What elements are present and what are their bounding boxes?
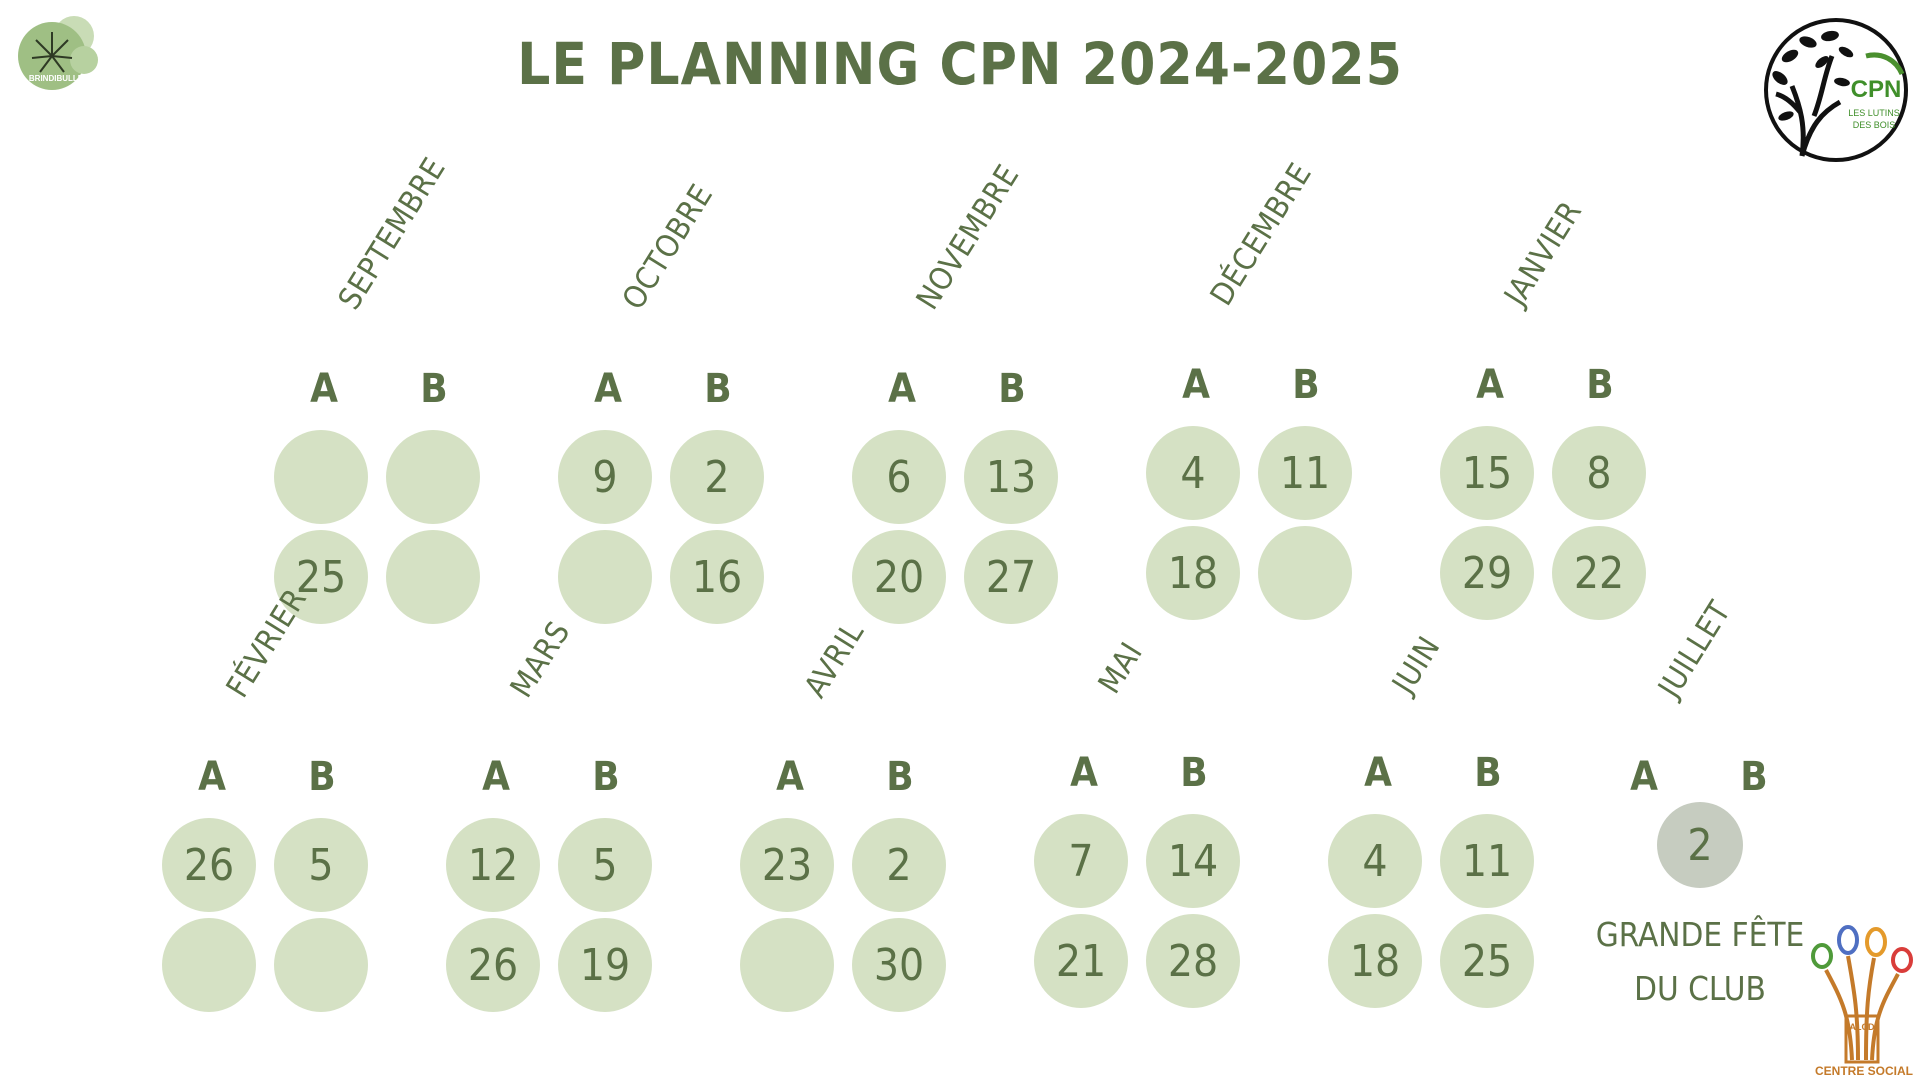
date-circle bbox=[274, 918, 368, 1012]
column-a-label: A bbox=[1476, 362, 1504, 408]
date-circle: 16 bbox=[670, 530, 764, 624]
month-mars: MARS A B 12 5 26 19 bbox=[442, 615, 662, 1012]
month-name: SEPTEMBRE bbox=[331, 151, 453, 316]
centre-social-logo: ALCD CENTRE SOCIAL bbox=[1808, 920, 1920, 1080]
date-circle: 21 bbox=[1034, 914, 1128, 1008]
brindibulle-logo: BRINDIBULLE bbox=[12, 14, 102, 92]
month-name: JUILLET bbox=[1651, 594, 1739, 704]
date-circle: 12 bbox=[446, 818, 540, 912]
month-janvier: JANVIER A B 15 8 29 22 bbox=[1436, 195, 1656, 620]
month-name: MARS bbox=[503, 615, 578, 704]
column-a-label: A bbox=[1182, 362, 1210, 408]
date-circle: 18 bbox=[1146, 526, 1240, 620]
date-circle: 19 bbox=[558, 918, 652, 1012]
date-circle bbox=[1258, 526, 1352, 620]
column-b-label: B bbox=[1292, 362, 1320, 408]
month-name: FÉVRIER bbox=[219, 582, 315, 704]
column-a-label: A bbox=[310, 366, 338, 412]
date-circle: 15 bbox=[1440, 426, 1534, 520]
date-circle: 26 bbox=[446, 918, 540, 1012]
date-circle-special: 2 bbox=[1657, 802, 1743, 888]
column-a-label: A bbox=[1070, 750, 1098, 796]
cpn-logo-subtitle-2: DES BOIS bbox=[1852, 120, 1896, 130]
date-circle bbox=[162, 918, 256, 1012]
date-circle: 20 bbox=[852, 530, 946, 624]
date-circle: 22 bbox=[1552, 526, 1646, 620]
event-label-line-2: DU CLUB bbox=[1634, 969, 1766, 1008]
date-circle bbox=[558, 530, 652, 624]
cpn-logo-title: CPN bbox=[1850, 76, 1902, 103]
date-circle: 18 bbox=[1328, 914, 1422, 1008]
date-circle: 9 bbox=[558, 430, 652, 524]
column-a-label: A bbox=[198, 754, 226, 800]
month-novembre: NOVEMBRE A B 6 13 20 27 bbox=[848, 159, 1068, 624]
column-b-label: B bbox=[308, 754, 336, 800]
date-circle: 23 bbox=[740, 818, 834, 912]
date-circle: 25 bbox=[1440, 914, 1534, 1008]
centre-social-mark: ALCD bbox=[1849, 1022, 1875, 1032]
date-circle bbox=[386, 430, 480, 524]
cpn-logo-subtitle-1: LES LUTINS bbox=[1848, 108, 1900, 118]
date-circle bbox=[274, 430, 368, 524]
month-name: JANVIER bbox=[1497, 195, 1590, 312]
date-circle: 29 bbox=[1440, 526, 1534, 620]
column-b-label: B bbox=[1474, 750, 1502, 796]
month-name: MAI bbox=[1091, 636, 1151, 700]
month-name: JUIN bbox=[1385, 630, 1448, 700]
date-circle: 27 bbox=[964, 530, 1058, 624]
brindibulle-logo-text: BRINDIBULLE bbox=[28, 74, 84, 83]
month-name: DÉCEMBRE bbox=[1203, 156, 1320, 312]
column-a-label: A bbox=[594, 366, 622, 412]
month-septembre: SEPTEMBRE A B 25 bbox=[270, 151, 490, 624]
date-circle: 4 bbox=[1146, 426, 1240, 520]
date-circle bbox=[740, 918, 834, 1012]
month-name: NOVEMBRE bbox=[909, 158, 1027, 316]
column-b-label: B bbox=[1180, 750, 1208, 796]
date-circle: 8 bbox=[1552, 426, 1646, 520]
date-circle: 11 bbox=[1440, 814, 1534, 908]
column-b-label: B bbox=[1740, 754, 1768, 800]
date-circle: 7 bbox=[1034, 814, 1128, 908]
month-avril: AVRIL A B 23 2 30 bbox=[736, 616, 956, 1012]
month-fevrier: FÉVRIER A B 26 5 bbox=[158, 582, 378, 1012]
column-b-label: B bbox=[998, 366, 1026, 412]
date-circle: 30 bbox=[852, 918, 946, 1012]
column-b-label: B bbox=[886, 754, 914, 800]
date-circle: 28 bbox=[1146, 914, 1240, 1008]
date-circle: 25 bbox=[274, 530, 368, 624]
month-mai: MAI A B 7 14 21 28 bbox=[1030, 636, 1250, 1008]
date-circle bbox=[386, 530, 480, 624]
date-circle: 13 bbox=[964, 430, 1058, 524]
centre-social-text: CENTRE SOCIAL bbox=[1814, 1064, 1913, 1078]
month-name: OCTOBRE bbox=[615, 178, 721, 316]
date-circle: 26 bbox=[162, 818, 256, 912]
date-circle: 6 bbox=[852, 430, 946, 524]
month-juillet: JUILLET A B 2 GRANDE FÊTE DU CLUB bbox=[1590, 595, 1810, 1008]
page-title: LE PLANNING CPN 2024-2025 bbox=[517, 30, 1403, 98]
event-label: GRANDE FÊTE DU CLUB bbox=[1590, 908, 1810, 1016]
column-a-label: A bbox=[482, 754, 510, 800]
column-b-label: B bbox=[592, 754, 620, 800]
event-label-line-1: GRANDE FÊTE bbox=[1595, 915, 1805, 954]
column-b-label: B bbox=[1586, 362, 1614, 408]
date-circle: 14 bbox=[1146, 814, 1240, 908]
date-circle: 2 bbox=[852, 818, 946, 912]
date-circle: 11 bbox=[1258, 426, 1352, 520]
date-circle: 5 bbox=[274, 818, 368, 912]
date-circle: 2 bbox=[670, 430, 764, 524]
date-circle: 5 bbox=[558, 818, 652, 912]
cpn-logo: CPN LES LUTINS DES BOIS bbox=[1762, 16, 1910, 164]
column-b-label: B bbox=[420, 366, 448, 412]
month-decembre: DÉCEMBRE A B 4 11 18 bbox=[1142, 157, 1362, 620]
month-octobre: OCTOBRE A B 9 2 16 bbox=[554, 178, 774, 624]
column-a-label: A bbox=[776, 754, 804, 800]
column-a-label: A bbox=[1630, 754, 1658, 800]
month-name: AVRIL bbox=[797, 615, 872, 704]
column-a-label: A bbox=[888, 366, 916, 412]
month-juin: JUIN A B 4 11 18 25 bbox=[1324, 630, 1544, 1008]
column-b-label: B bbox=[704, 366, 732, 412]
date-circle: 4 bbox=[1328, 814, 1422, 908]
column-a-label: A bbox=[1364, 750, 1392, 796]
